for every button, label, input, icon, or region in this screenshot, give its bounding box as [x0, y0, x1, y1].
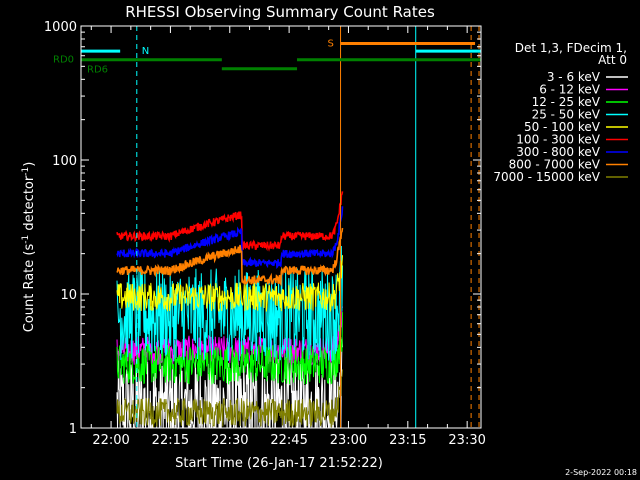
flag-label-N: N — [142, 46, 149, 57]
x-axis-label: Start Time (26-Jan-17 21:52:22) — [175, 456, 383, 471]
legend-label-5: 100 - 300 keV — [516, 133, 600, 147]
x-tick-label-3: 22:45 — [270, 433, 307, 448]
x-tick-label-4: 23:00 — [330, 433, 367, 448]
x-tick-label-0: 22:00 — [92, 433, 129, 448]
y-tick-label-1: 10 — [60, 288, 77, 303]
y-axis-label: Count Rate (s-1 detector-1) — [21, 162, 37, 333]
flag-label-S: S — [328, 39, 334, 50]
y-tick-label-0: 1 — [69, 422, 77, 437]
y-tick-label-2: 100 — [52, 154, 77, 169]
legend-label-8: 7000 - 15000 keV — [493, 170, 600, 184]
x-tick-label-2: 22:30 — [211, 433, 248, 448]
axes-layer: 22:00 22:15 22:30 22:45 23:00 23:15 23:30 1 10 10… — [44, 20, 486, 448]
legend-label-0: 3 - 6 keV — [547, 70, 601, 84]
legend-label-1: 6 - 12 keV — [539, 83, 601, 97]
legend-label-6: 300 - 800 keV — [516, 145, 600, 159]
legend-label-2: 12 - 25 keV — [532, 95, 601, 109]
series-line-4 — [116, 255, 343, 313]
plot-frame — [80, 25, 482, 429]
legend-header-line2: Att 0 — [598, 53, 627, 67]
series-line-5 — [116, 191, 344, 252]
y-axis-label-sup2: -1 — [21, 167, 31, 176]
flags-layer: N S RD0 RD6 — [53, 26, 481, 428]
footer-date: 2-Sep-2022 00:18 — [565, 468, 637, 477]
series-line-7 — [116, 227, 344, 287]
flag-label-RD6: RD6 — [87, 65, 108, 76]
y-axis-label-main: Count Rate (s — [22, 244, 37, 333]
x-tick-label-6: 23:30 — [448, 433, 485, 448]
y-axis-label-mid: detector — [22, 175, 37, 235]
series-line-2 — [116, 312, 343, 385]
y-axis-label-sup1: -1 — [21, 235, 31, 244]
legend-label-3: 25 - 50 keV — [532, 108, 601, 122]
x-tick-label-5: 23:15 — [389, 433, 426, 448]
legend-label-7: 800 - 7000 keV — [509, 158, 601, 172]
y-tick-label-3: 1000 — [44, 20, 77, 35]
chart-title: RHESSI Observing Summary Count Rates — [125, 3, 435, 21]
y-axis-label-end: ) — [22, 162, 37, 167]
legend-header-line1: Det 1,3, FDecim 1, — [515, 41, 627, 55]
x-tick-label-1: 22:15 — [152, 433, 189, 448]
series-layer — [116, 191, 344, 430]
flag-label-RD0: RD0 — [53, 55, 74, 66]
series-line-6 — [116, 206, 344, 270]
series-line-8 — [116, 369, 343, 428]
legend-label-4: 50 - 100 keV — [524, 120, 601, 134]
